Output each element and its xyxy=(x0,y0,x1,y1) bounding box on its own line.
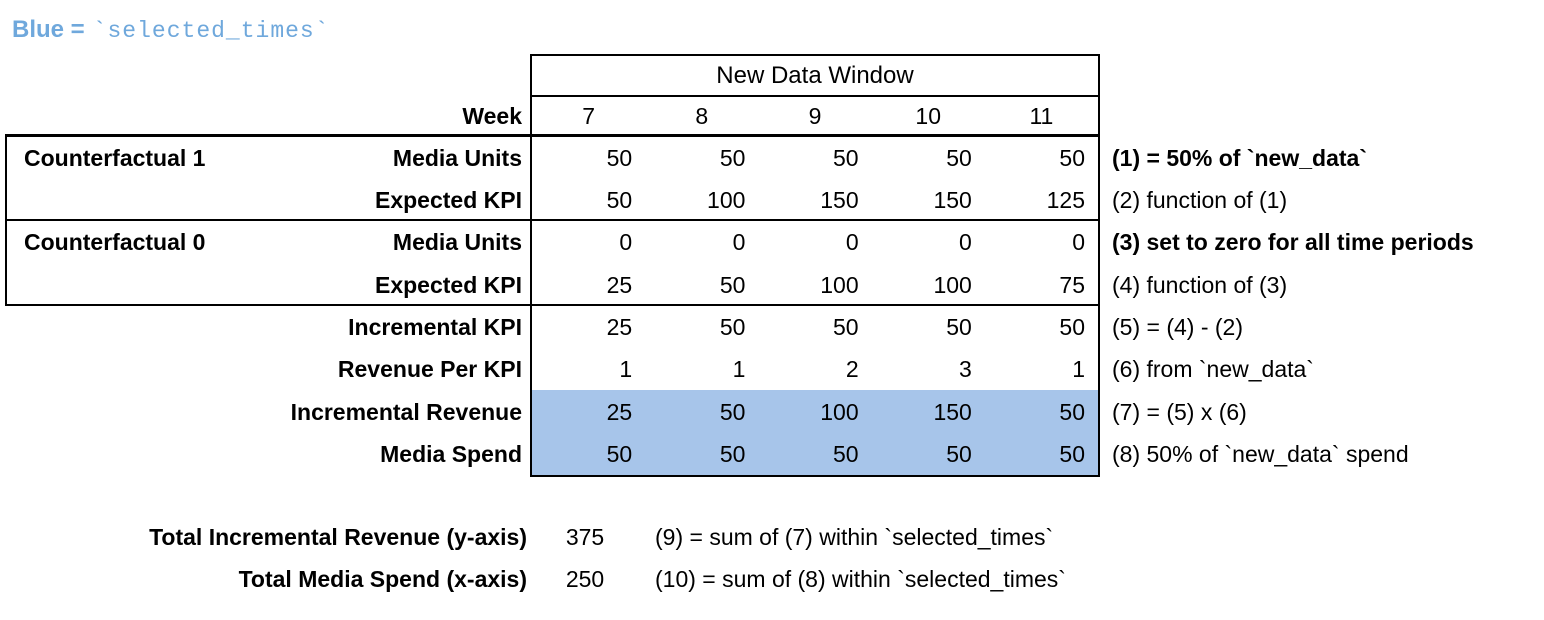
table-row: 0 0 0 0 0 xyxy=(532,221,1098,263)
legend-code: `selected_times` xyxy=(92,18,330,44)
table-cell: 50 xyxy=(606,145,633,171)
week-number: 9 xyxy=(808,103,822,129)
table-cell: 1 xyxy=(619,356,633,382)
table-cell: 25 xyxy=(606,272,633,298)
table-cell: 50 xyxy=(1059,399,1086,425)
total-incremental-revenue-note: (9) = sum of (7) within `selected_times` xyxy=(655,524,1054,550)
table-cell: 1 xyxy=(1072,356,1086,382)
table-cell: 0 xyxy=(959,229,972,255)
row-annotation: (3) set to zero for all time periods xyxy=(1112,229,1474,255)
week-number-row: 7 8 9 10 11 xyxy=(532,95,1098,137)
table-row: 1 1 2 3 1 xyxy=(532,348,1098,390)
counterfactual-divider-border xyxy=(5,219,1100,221)
table-row: 25 50 100 100 75 xyxy=(532,264,1098,306)
week-row-label: Week xyxy=(462,103,522,129)
row-annotation: (5) = (4) - (2) xyxy=(1112,314,1243,340)
table-bottom-border xyxy=(530,475,1100,477)
legend-label: Blue = xyxy=(12,16,85,43)
table-cell: 50 xyxy=(719,272,746,298)
table-cell: 50 xyxy=(719,399,746,425)
total-media-spend-label: Total Media Spend (x-axis) xyxy=(238,566,527,592)
table-cell: 50 xyxy=(719,145,746,171)
table-cell: 50 xyxy=(946,441,972,467)
table-right-border xyxy=(1098,95,1100,477)
table-cell: 50 xyxy=(719,314,746,340)
counterfactual0-bottom-border xyxy=(5,304,1100,306)
table-cell: 0 xyxy=(1072,229,1086,255)
table-cell: 50 xyxy=(946,314,972,340)
table-cell: 0 xyxy=(845,229,859,255)
group-label-counterfactual-1: Counterfactual 1 xyxy=(24,145,206,171)
table-row: 25 50 50 50 50 xyxy=(532,306,1098,348)
row-annotation: (1) = 50% of `new_data` xyxy=(1112,145,1367,171)
table-cell: 0 xyxy=(732,229,746,255)
table-row: 50 50 50 50 50 xyxy=(532,137,1098,179)
table-cell: 50 xyxy=(719,441,746,467)
total-incremental-revenue-label: Total Incremental Revenue (y-axis) xyxy=(149,524,527,550)
table-row-highlighted: 25 50 100 150 50 xyxy=(532,391,1098,433)
new-data-window-header: New Data Window xyxy=(530,54,1100,97)
row-annotation: (8) 50% of `new_data` spend xyxy=(1112,441,1409,467)
row-annotation: (2) function of (1) xyxy=(1112,187,1288,213)
left-box-border xyxy=(5,137,7,306)
row-label: Media Units xyxy=(392,229,522,255)
table-cell: 50 xyxy=(1059,145,1086,171)
table-cell: 100 xyxy=(820,272,859,298)
table-row-highlighted: 50 50 50 50 50 xyxy=(532,433,1098,475)
row-label: Incremental KPI xyxy=(348,314,522,340)
table-cell: 25 xyxy=(606,314,633,340)
table-cell: 50 xyxy=(833,145,859,171)
table-cell: 150 xyxy=(933,399,972,425)
table-cell: 2 xyxy=(845,356,859,382)
table-cell: 50 xyxy=(1059,441,1086,467)
total-media-spend-value: 250 xyxy=(565,566,605,592)
table-cell: 1 xyxy=(732,356,746,382)
row-label: Expected KPI xyxy=(375,272,522,298)
row-annotation: (4) function of (3) xyxy=(1112,272,1288,298)
table-cell: 50 xyxy=(833,441,859,467)
group-label-counterfactual-0: Counterfactual 0 xyxy=(24,229,206,255)
total-incremental-revenue-value: 375 xyxy=(565,524,605,550)
table-cell: 50 xyxy=(606,441,633,467)
table-cell: 150 xyxy=(820,187,859,213)
table-cell: 75 xyxy=(1059,272,1086,298)
table-cell: 0 xyxy=(619,229,633,255)
row-label: Expected KPI xyxy=(375,187,522,213)
table-cell: 50 xyxy=(1059,314,1086,340)
table-cell: 150 xyxy=(933,187,972,213)
table-cell: 100 xyxy=(820,399,859,425)
row-annotation: (7) = (5) x (6) xyxy=(1112,399,1247,425)
row-label: Media Units xyxy=(392,145,522,171)
row-label: Incremental Revenue xyxy=(290,399,522,425)
table-top-border xyxy=(5,134,1100,137)
week-number: 8 xyxy=(695,103,709,129)
week-number: 11 xyxy=(1029,103,1054,129)
table-cell: 50 xyxy=(833,314,859,340)
table-cell: 3 xyxy=(959,356,972,382)
table-cell: 125 xyxy=(1046,187,1086,213)
table-cell: 50 xyxy=(946,145,972,171)
table-cell: 50 xyxy=(606,187,633,213)
total-media-spend-note: (10) = sum of (8) within `selected_times… xyxy=(655,566,1066,592)
table-cell: 100 xyxy=(707,187,746,213)
row-label: Revenue Per KPI xyxy=(337,356,522,382)
table-left-border xyxy=(530,95,532,477)
week-number: 7 xyxy=(582,103,595,129)
table-row: 50 100 150 150 125 xyxy=(532,179,1098,221)
week-number: 10 xyxy=(915,103,941,129)
table-cell: 100 xyxy=(933,272,972,298)
legend-blue-selected-times: Blue = `selected_times` xyxy=(12,16,330,44)
row-annotation: (6) from `new_data` xyxy=(1112,356,1314,382)
table-cell: 25 xyxy=(606,399,633,425)
selected-times-highlight xyxy=(532,390,1098,475)
row-label: Media Spend xyxy=(380,441,522,467)
